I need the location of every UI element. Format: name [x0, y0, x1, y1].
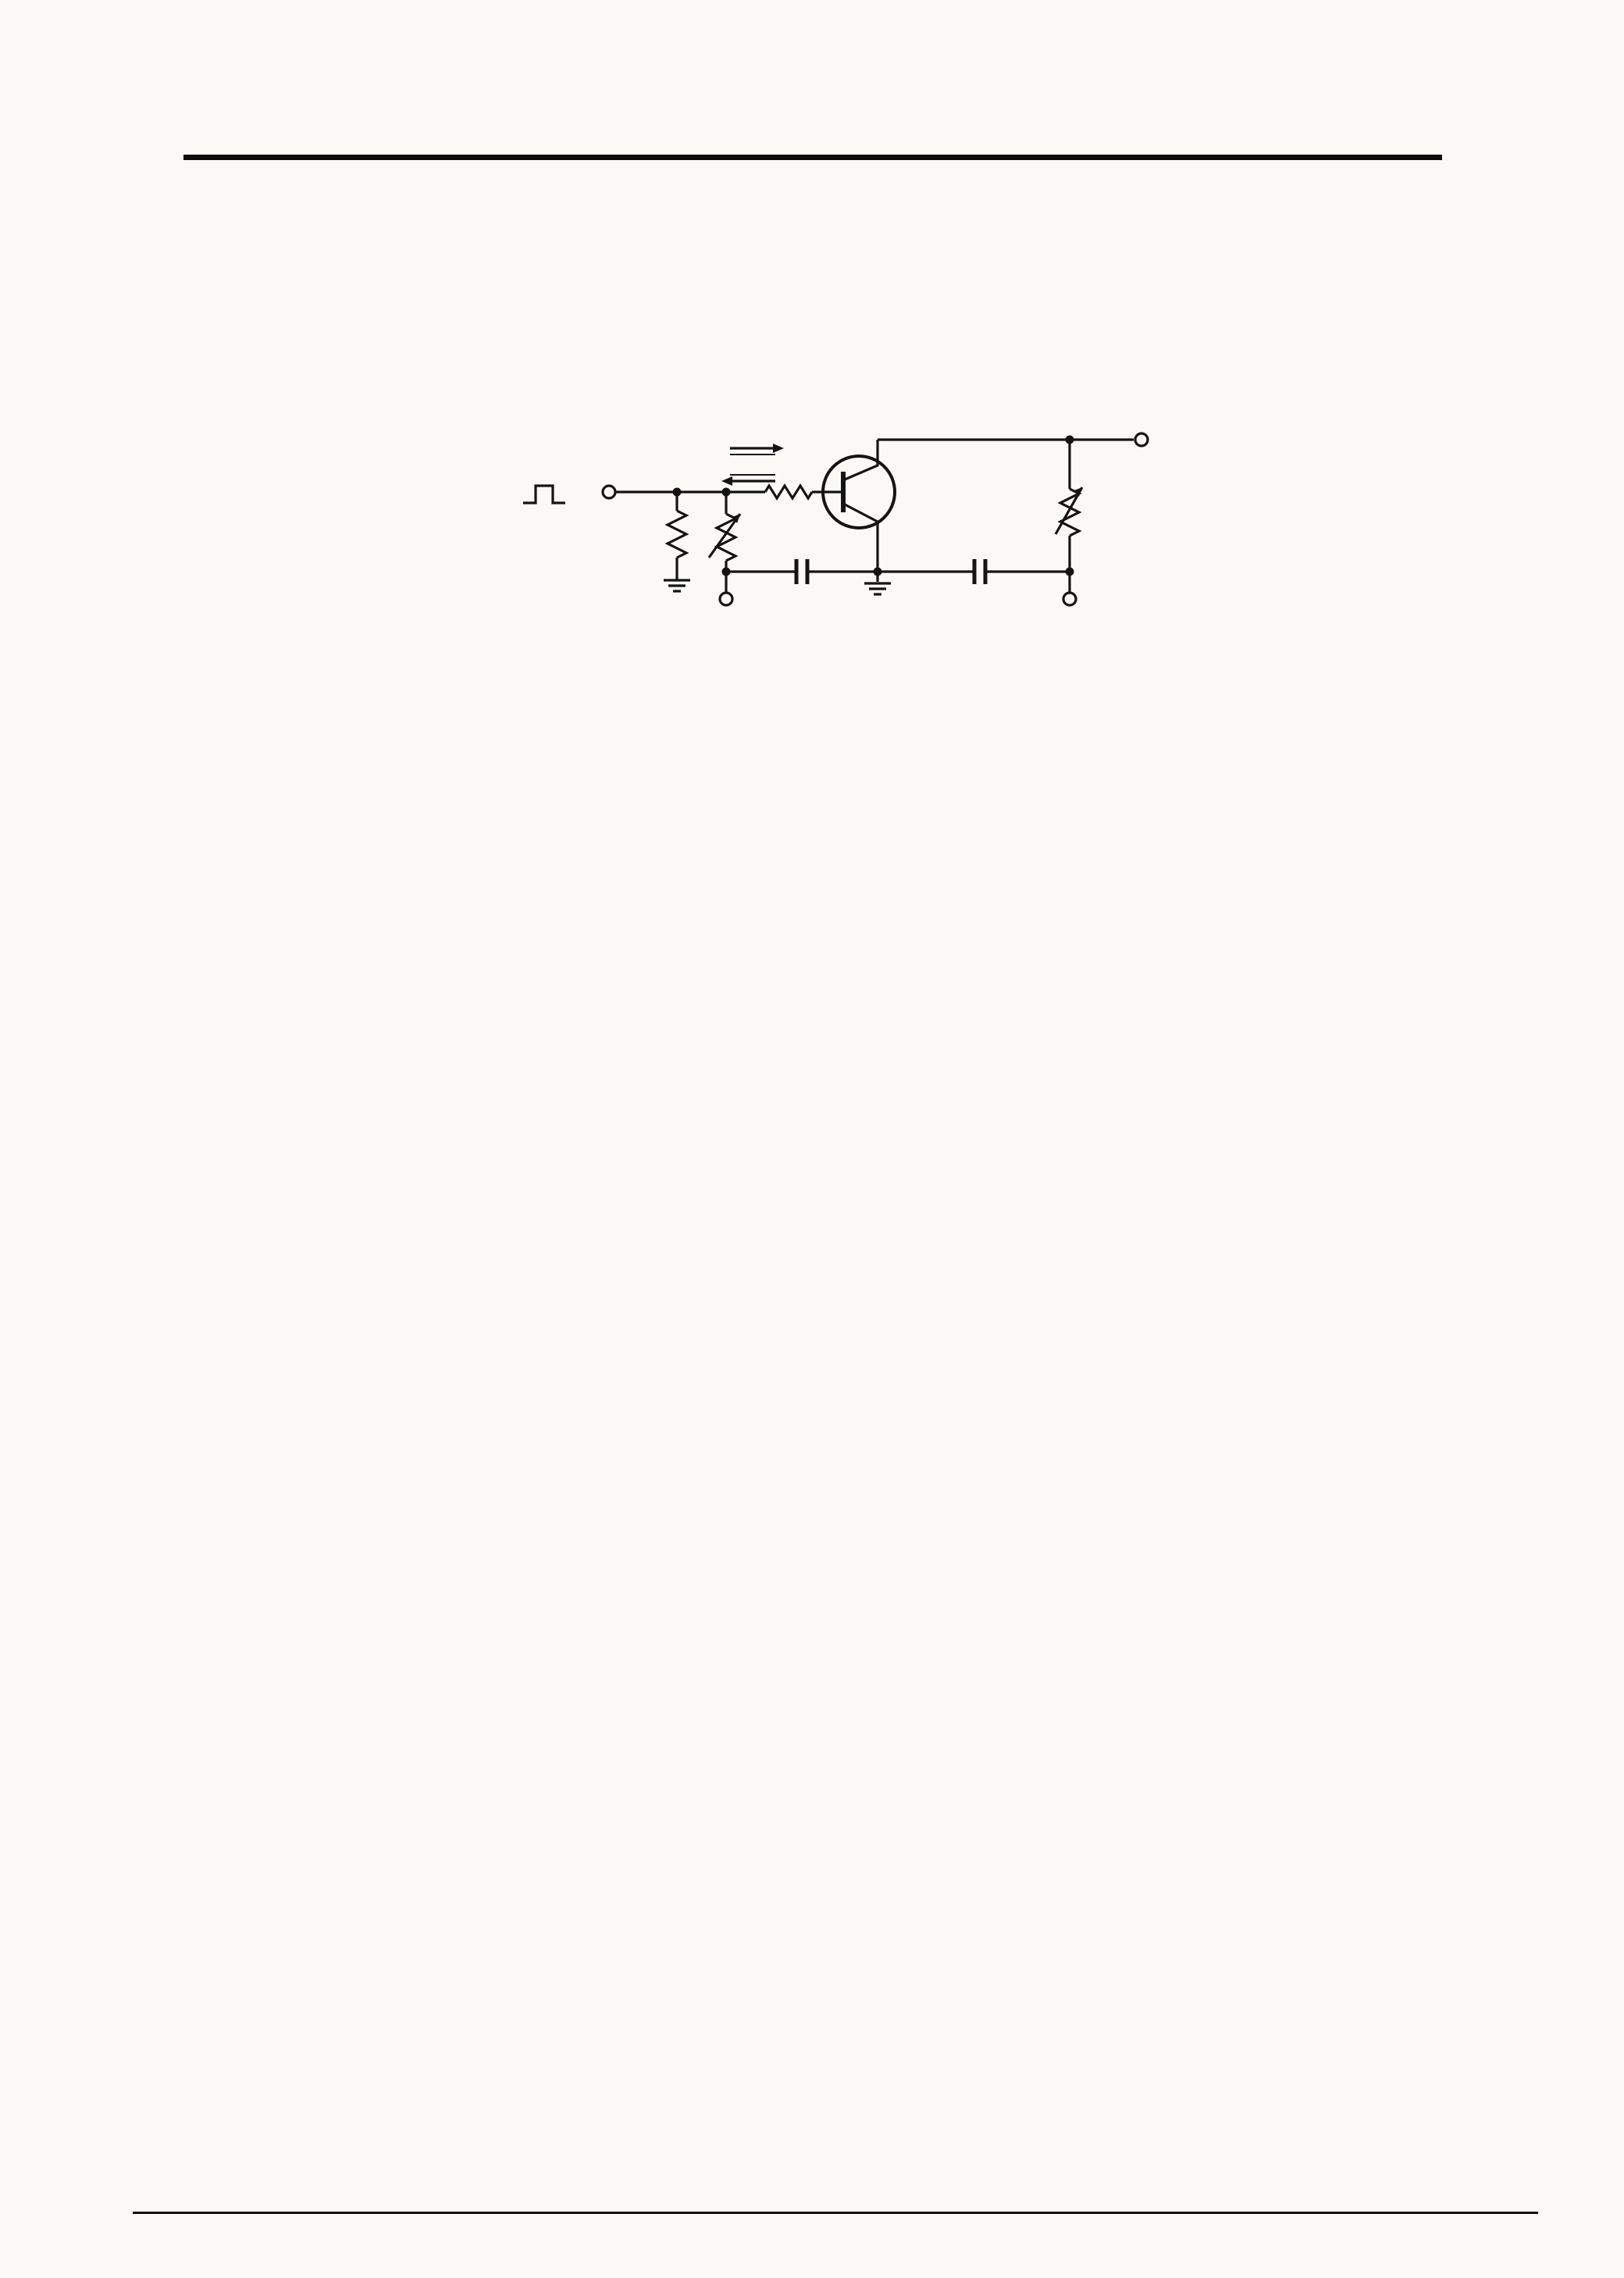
pulse-waveform-icon: [523, 484, 565, 504]
circuit-wiring: [523, 438, 1134, 596]
chart-hfe-ic: [219, 1175, 837, 1675]
resistor-rb: [764, 483, 814, 501]
chart-ft-ic: [882, 1175, 1499, 1675]
switching-test-circuit-diagram: [523, 432, 1149, 607]
circuit-terminals: [601, 432, 1149, 607]
chart-ic-vce: [228, 661, 837, 1176]
ground-icon: [864, 582, 891, 596]
variable-resistor-vr: [714, 512, 739, 562]
ground-icon: [664, 579, 690, 593]
transistor-icon: [821, 455, 896, 529]
chart-cob-vcb: [219, 1671, 837, 2202]
footer-rule: [133, 2212, 1538, 2214]
rl-arrow: [1054, 487, 1084, 535]
header-rule: [183, 155, 1442, 160]
chart-vcesat-ic: [845, 1671, 1546, 2210]
circuit-nodes: [672, 435, 1082, 576]
resistor-50: [664, 509, 689, 559]
vr-arrow: [707, 513, 742, 558]
chart-ic-vbe: [887, 661, 1504, 1176]
